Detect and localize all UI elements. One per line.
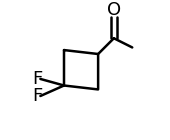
Text: F: F — [32, 87, 43, 105]
Text: O: O — [107, 1, 121, 19]
Text: F: F — [32, 70, 43, 88]
